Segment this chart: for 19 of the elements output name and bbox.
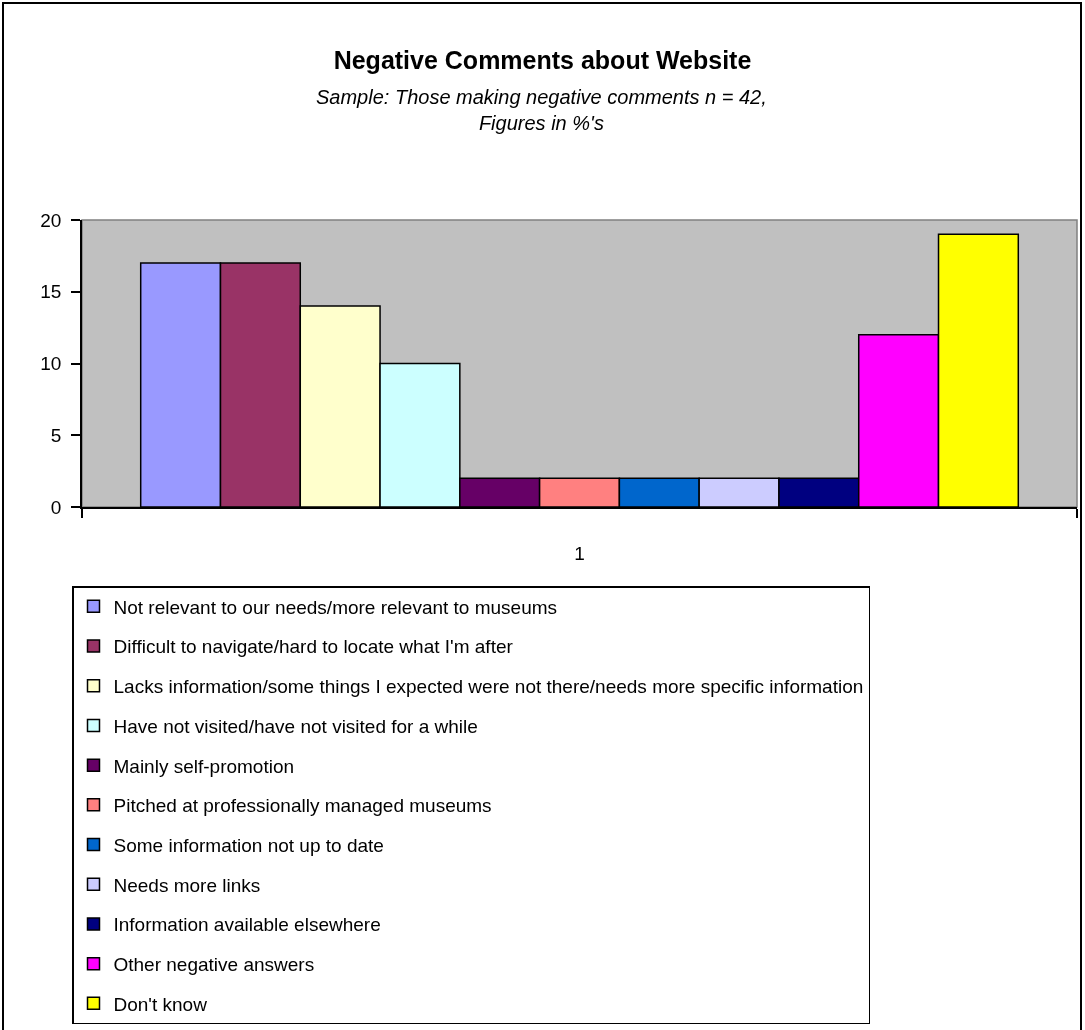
y-tick-label: 15 <box>40 281 62 303</box>
legend-label: Information available elsewhere <box>113 914 381 936</box>
legend-label: Some information not up to date <box>113 834 384 856</box>
legend-label: Have not visited/have not visited for a while <box>113 715 478 737</box>
x-tick-label: 1 <box>574 542 585 564</box>
legend-label: Lacks information/some things I expected were not there/needs more specific information <box>113 676 864 698</box>
legend-label: Mainly self-promotion <box>113 755 295 777</box>
chart-title: Negative Comments about Website <box>333 45 752 74</box>
y-tick-label: 5 <box>50 424 62 446</box>
legend-label: Pitched at professionally managed museums <box>113 795 492 817</box>
y-tick-label: 20 <box>40 209 62 231</box>
legend-label: Not relevant to our needs/more relevant to museums <box>113 596 558 618</box>
legend-label: Don't know <box>113 993 208 1015</box>
y-tick-label: 0 <box>50 496 62 518</box>
chart-subtitle: Sample: Those making negative comments n = 42, Figures in %'s <box>316 86 767 134</box>
y-tick-label: 10 <box>40 353 62 375</box>
legend-label: Needs more links <box>113 874 261 896</box>
legend-label: Other negative answers <box>113 954 315 976</box>
legend-label: Difficult to navigate/hard to locate what I'm after <box>113 636 514 658</box>
